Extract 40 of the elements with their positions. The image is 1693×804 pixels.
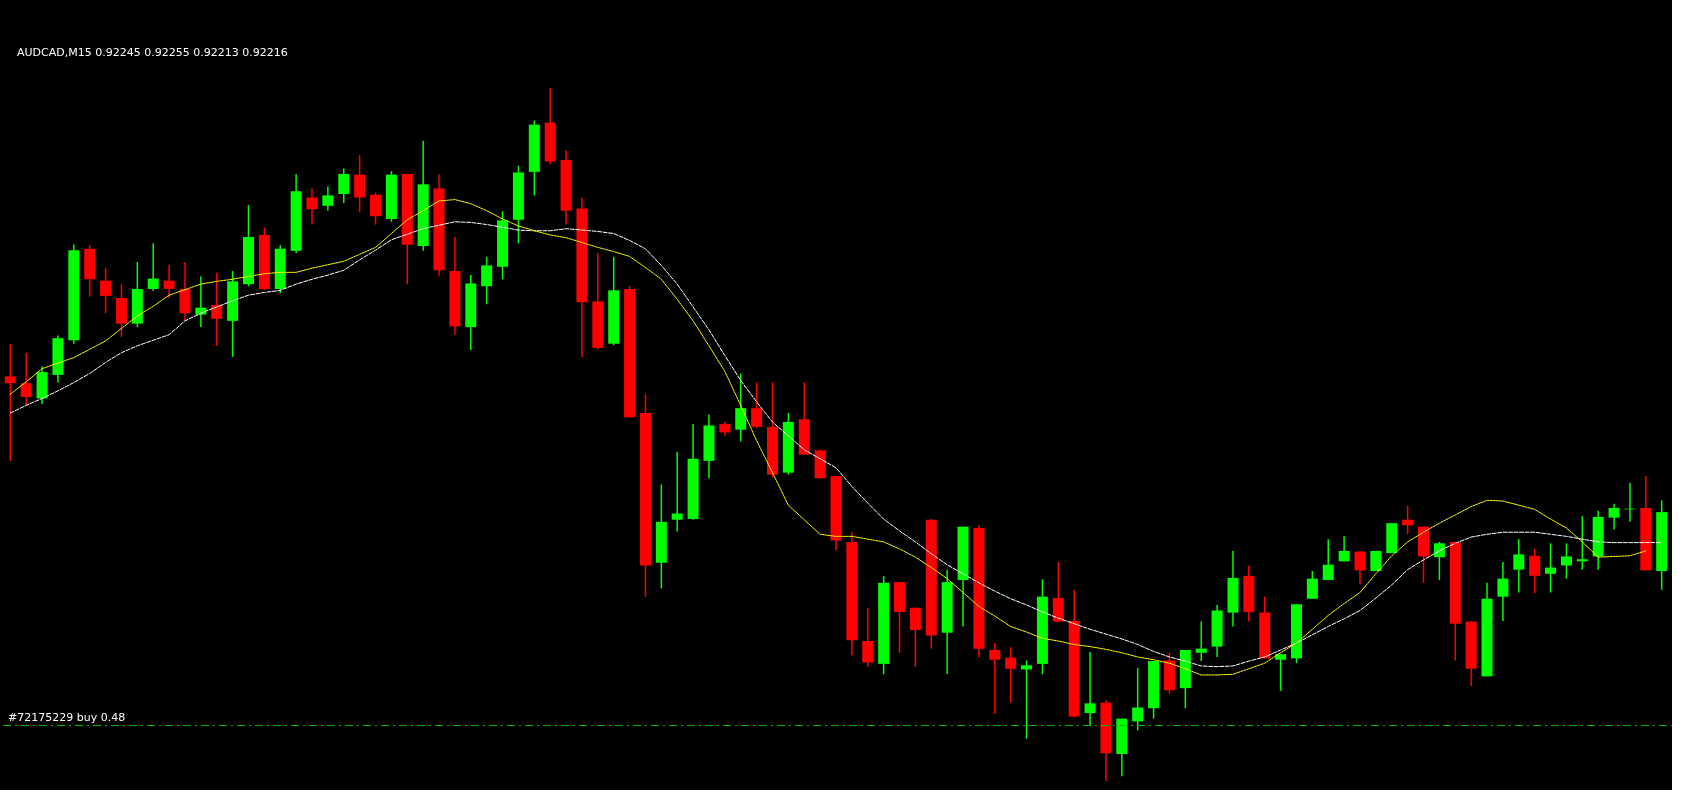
candlestick: [1529, 548, 1541, 594]
candlestick: [862, 607, 874, 668]
candlestick: [100, 267, 112, 314]
candlestick: [735, 372, 747, 443]
candlestick: [354, 154, 366, 213]
candlestick: [1306, 570, 1318, 600]
chart-title: AUDCAD,M15 0.92245 0.92255 0.92213 0.92216: [17, 46, 288, 59]
candlestick: [4, 342, 16, 462]
candlestick: [671, 451, 683, 533]
candlestick: [1084, 651, 1096, 727]
candlestick: [1322, 538, 1334, 581]
candlestick: [1433, 541, 1445, 581]
candlestick: [1132, 667, 1144, 732]
ref-line-label: #72175229 buy 0.48: [8, 710, 126, 724]
candlestick: [1560, 542, 1572, 580]
candlestick: [989, 642, 1001, 715]
candlestick: [1608, 503, 1620, 531]
candlestick: [1052, 561, 1064, 623]
candlestick: [481, 256, 493, 305]
candlestick: [1275, 653, 1287, 692]
candlestick: [1338, 535, 1350, 563]
candlestick: [211, 272, 223, 347]
candlestick: [338, 167, 350, 204]
candlestick: [1497, 561, 1509, 622]
candlestick: [751, 381, 763, 430]
candlestick: [20, 351, 32, 407]
candlestick: [1513, 538, 1525, 594]
candlestick: [147, 242, 159, 292]
candlestick: [1545, 542, 1557, 594]
candlestick: [1576, 515, 1588, 571]
candlestick: [1354, 550, 1366, 585]
candlestick: [370, 191, 382, 226]
candlestick: [1005, 646, 1017, 704]
candlestick: [163, 263, 175, 299]
candlestick: [322, 185, 334, 212]
candlestick: [1021, 659, 1033, 740]
candlestick: [1402, 505, 1414, 536]
candlestick: [1195, 620, 1207, 662]
candlestick: [909, 607, 921, 668]
candlestick: [306, 187, 318, 226]
